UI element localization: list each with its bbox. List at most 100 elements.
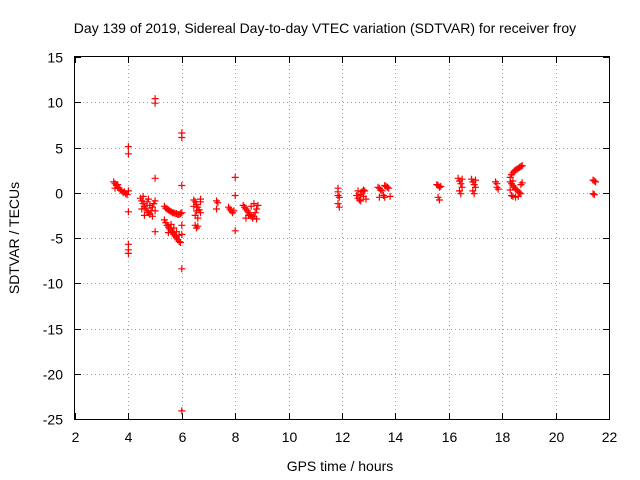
y-tick-label: 15 [47,50,63,66]
y-tick-label: -25 [43,412,63,428]
data-point [335,193,343,201]
data-point [514,192,522,200]
x-tick-label: 12 [335,429,351,445]
y-axis-label: SDTVAR / TECUs [6,182,22,294]
data-point [170,224,178,232]
data-point [381,182,389,189]
data-point [178,407,186,415]
data-point [197,209,204,217]
data-point [175,238,183,246]
data-point [437,182,445,190]
data-point [377,186,385,194]
data-point [194,214,202,222]
data-point [457,190,465,198]
data-point [378,187,386,195]
data-point [140,211,148,219]
data-point [518,162,526,170]
data-point [151,207,159,215]
data-point [359,186,367,194]
data-point [190,202,198,210]
data-point [114,181,122,189]
data-point [386,192,394,200]
data-point [164,229,172,237]
data-point [518,179,526,187]
data-point [361,187,369,195]
data-point [251,209,259,217]
data-point [193,207,200,215]
x-tick-label: 18 [495,429,511,445]
x-tick-labels: 2 4 6 8 10 12 14 16 18 20 22 [72,429,618,445]
data-point [139,192,147,200]
x-tick-label: 4 [125,429,133,445]
data-point [178,134,186,141]
data-point [516,189,524,197]
data-point [124,249,132,257]
data-point [151,228,159,236]
data-point [146,201,154,209]
data-point [335,203,343,211]
data-point [194,222,202,230]
x-tick-label: 2 [72,429,80,445]
plot-frame [74,56,610,420]
data-point [506,186,514,194]
data-point [589,190,597,198]
y-tick-label: -20 [43,367,63,383]
data-point [148,212,156,220]
data-point [214,199,222,207]
data-point [231,173,239,181]
data-point [178,221,186,229]
y-tick-label: -5 [51,231,64,247]
data-point [472,176,479,184]
data-point [138,205,146,213]
x-axis-label: GPS time / hours [287,458,394,474]
data-point [245,211,253,219]
data-point [253,205,261,213]
data-point [124,143,132,151]
data-point [357,197,365,205]
x-tick-label: 14 [388,429,404,445]
data-point [385,184,393,192]
axis-ticks [75,57,610,420]
y-tick-label: -15 [43,322,63,338]
data-point [362,195,370,203]
data-point [177,239,184,246]
data-point [178,182,186,189]
x-tick-label: 16 [442,429,458,445]
data-point [124,187,132,195]
data-point [458,183,466,191]
data-point [592,178,600,186]
data-point [151,99,159,107]
data-point [590,177,598,185]
data-point [230,207,238,215]
data-point [213,205,220,213]
data-point [144,195,152,203]
data-point [334,200,342,208]
data-point [151,197,159,205]
data-point [509,177,517,185]
x-tick-label: 22 [602,429,618,445]
data-point [123,191,131,199]
data-point [231,227,239,235]
data-point [458,175,466,183]
x-tick-label: 8 [232,429,240,445]
data-point [517,181,525,189]
data-point [151,174,159,182]
data-point [178,209,186,217]
y-tick-label: -10 [43,276,63,292]
data-point [254,201,262,209]
data-point [493,183,501,191]
y-tick-label: 5 [55,141,63,157]
data-point [197,195,204,203]
data-point [124,150,132,158]
y-tick-label: 10 [47,95,63,111]
data-point [457,180,465,188]
x-tick-label: 20 [549,429,565,445]
y-tick-labels: -25 -20 -15 -10 -5 0 5 10 15 [43,50,63,428]
data-point [167,220,175,228]
y-tick-label: 0 [55,186,63,202]
data-points [110,95,600,415]
data-point [375,193,383,201]
data-point [354,187,362,195]
x-tick-label: 10 [282,429,298,445]
